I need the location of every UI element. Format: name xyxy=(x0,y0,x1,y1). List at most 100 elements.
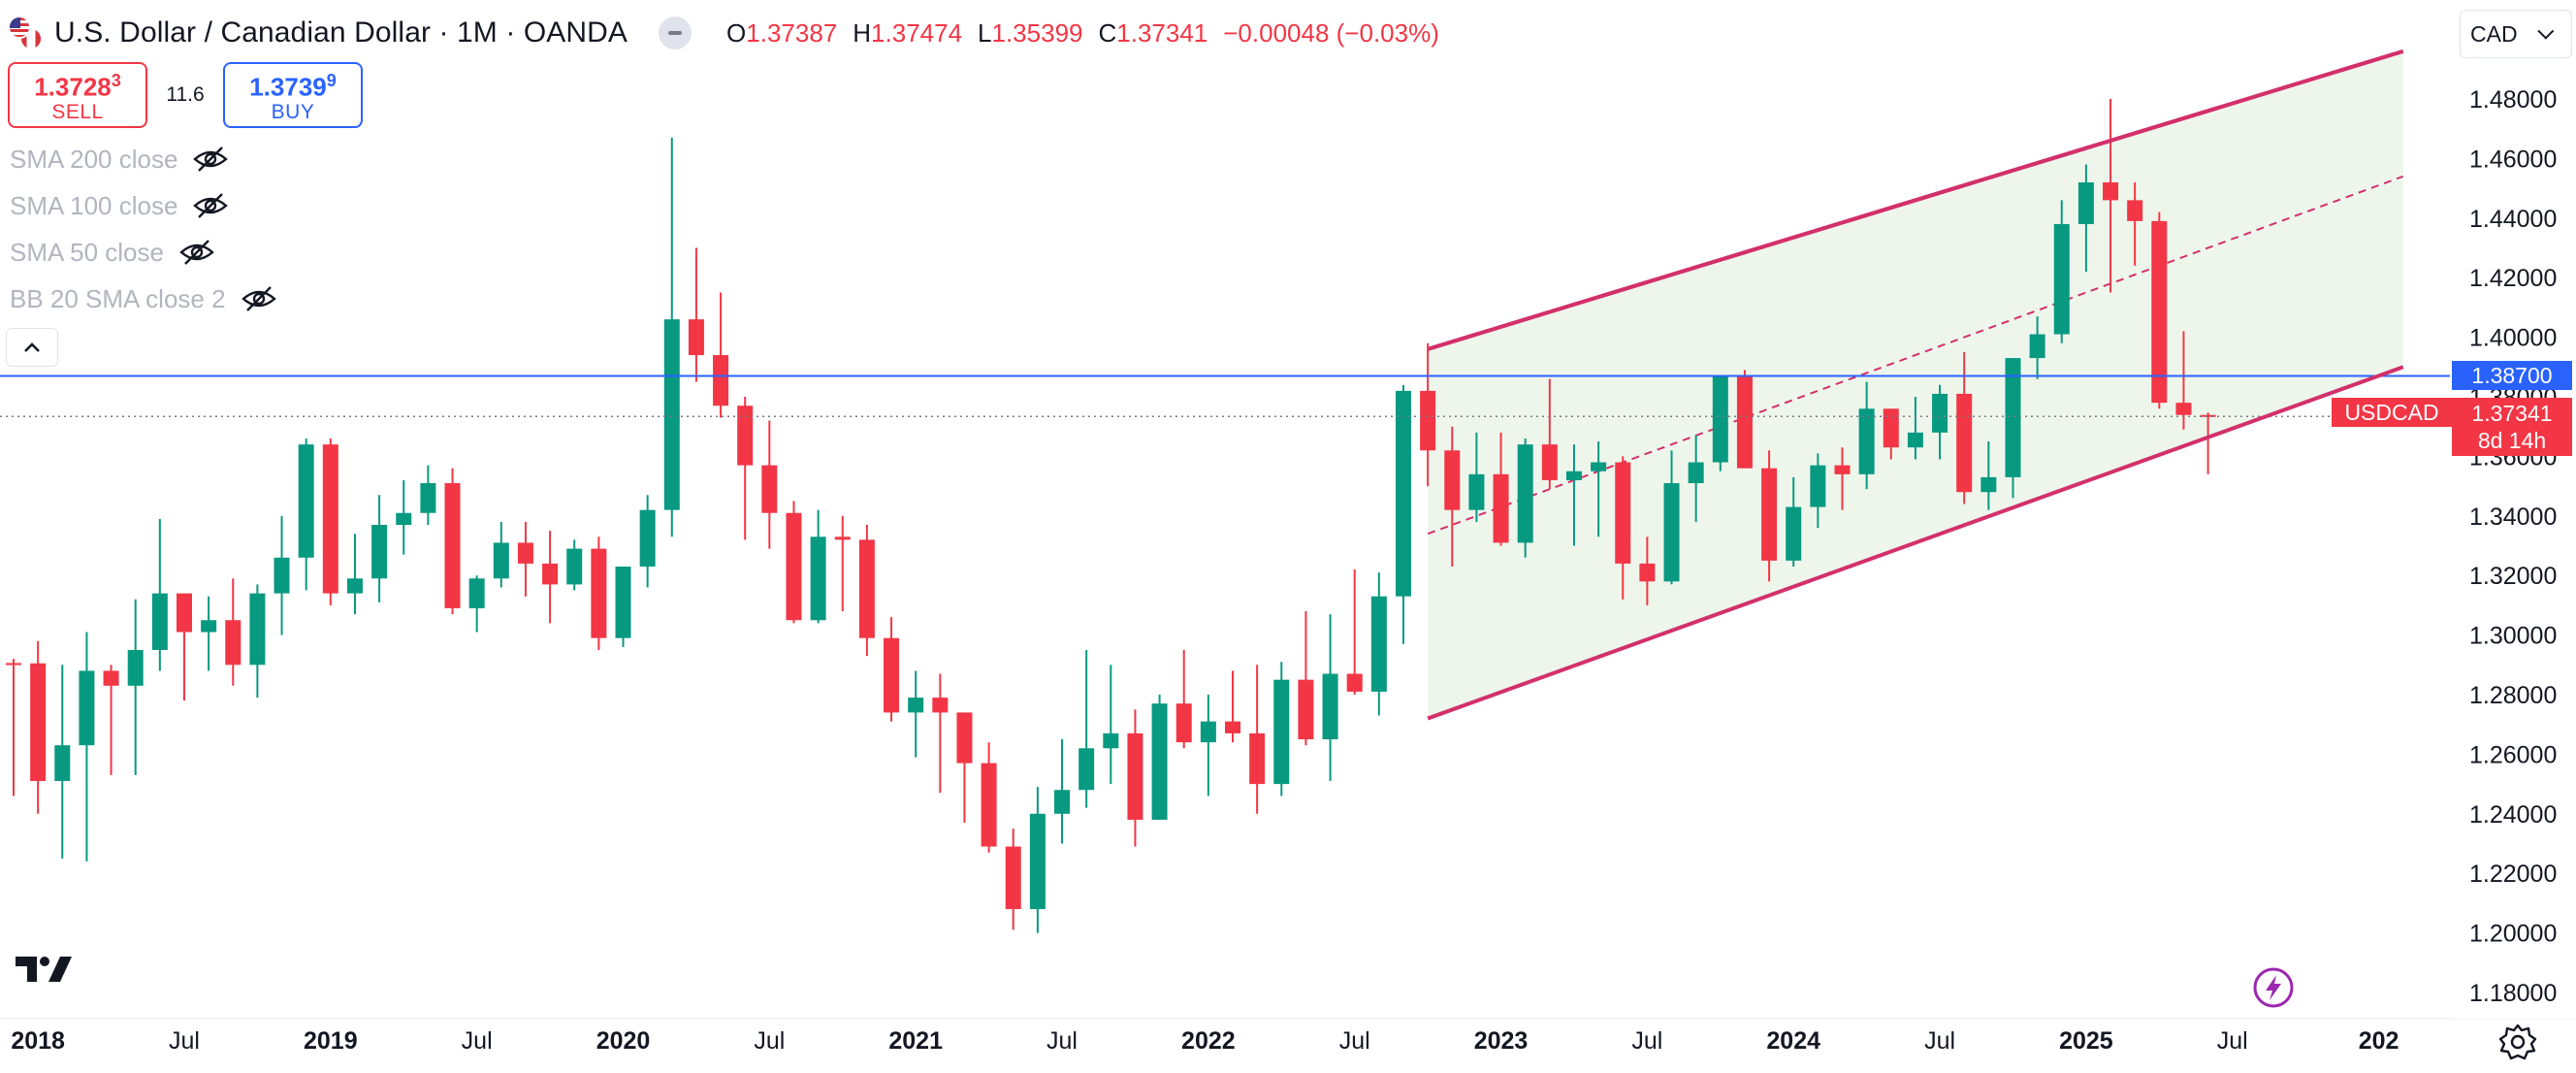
candle-body xyxy=(1225,721,1240,733)
candle-up xyxy=(908,670,924,758)
indicator-sma-50[interactable]: SMA 50 close xyxy=(10,233,216,272)
candle-down xyxy=(225,578,242,686)
candle-body xyxy=(639,509,656,567)
candle-body xyxy=(908,698,924,713)
currency-selector[interactable]: CAD xyxy=(2460,10,2572,58)
price-axis-tick-label: 1.28000 xyxy=(2469,682,2557,709)
candle-body xyxy=(30,663,47,782)
candle-body xyxy=(1468,473,1485,510)
candle-body xyxy=(932,698,949,713)
eye-off-icon[interactable] xyxy=(240,284,278,313)
spread-value: 11.6 xyxy=(166,83,205,106)
candle-up xyxy=(1591,441,1607,537)
gear-icon[interactable] xyxy=(2498,1023,2537,1061)
candle-body xyxy=(2175,403,2192,415)
candle-body xyxy=(1103,732,1119,749)
symbol-title[interactable]: U.S. Dollar / Canadian Dollar · 1M · OAN… xyxy=(54,16,628,49)
candle-up xyxy=(2005,358,2021,499)
candle-body xyxy=(201,620,217,633)
candle-up xyxy=(249,584,266,699)
sell-price-pip: 3 xyxy=(111,70,121,90)
candle-body xyxy=(1273,679,1290,785)
candle-down xyxy=(1834,447,1851,510)
indicator-label: SMA 200 close xyxy=(10,144,178,174)
candle-down xyxy=(30,640,47,814)
candle-body xyxy=(1688,462,1704,484)
price-axis-tick-label: 1.32000 xyxy=(2469,563,2557,590)
candle-body xyxy=(1907,432,1923,448)
buy-button[interactable]: 1.37399 BUY xyxy=(223,62,363,128)
candle-down xyxy=(517,521,533,597)
candle-body xyxy=(371,525,388,579)
candle-down xyxy=(884,617,900,722)
candle-body xyxy=(127,649,144,686)
candle-up xyxy=(371,495,388,602)
candle-up xyxy=(1151,695,1168,820)
candle-body xyxy=(713,355,729,406)
eye-off-icon[interactable] xyxy=(177,238,216,267)
price-axis-tick-label: 1.48000 xyxy=(2469,86,2557,114)
candle-body xyxy=(1249,732,1266,785)
candle-body xyxy=(346,578,363,594)
candle-body xyxy=(1370,596,1387,692)
candle-body xyxy=(1615,462,1631,564)
candle-body xyxy=(1883,408,1899,448)
eye-off-icon[interactable] xyxy=(191,145,230,174)
bar-countdown: 8d 14h xyxy=(2477,428,2547,453)
candle-body xyxy=(1298,679,1314,740)
candle-body xyxy=(151,593,168,650)
candle-up xyxy=(1273,662,1290,797)
candle-up xyxy=(1395,384,1411,644)
indicator-label: BB 20 SMA close 2 xyxy=(10,283,226,313)
candle-up xyxy=(346,534,363,615)
indicator-sma-200[interactable]: SMA 200 close xyxy=(10,140,230,179)
candle-body xyxy=(444,483,461,608)
candle-up xyxy=(151,518,168,671)
candle-body xyxy=(688,319,704,356)
indicator-sma-100[interactable]: SMA 100 close xyxy=(10,186,230,225)
candle-body xyxy=(1127,732,1143,820)
candle-body xyxy=(1834,465,1851,474)
candle-up xyxy=(1980,441,1997,510)
candle-body xyxy=(1517,444,1533,543)
price-axis-tick-label: 1.42000 xyxy=(2469,265,2557,292)
indicator-bollinger-bands[interactable]: BB 20 SMA close 2 xyxy=(10,279,278,318)
candle-body xyxy=(396,512,412,526)
time-axis-tick-label: 2020 xyxy=(596,1027,651,1055)
chevron-down-icon xyxy=(2536,22,2554,40)
candle-body xyxy=(1079,748,1095,791)
candle-up xyxy=(493,521,509,588)
eye-off-icon[interactable] xyxy=(191,191,230,220)
candle-body xyxy=(566,548,583,585)
candle-up xyxy=(810,509,826,624)
candle-body xyxy=(1810,465,1826,507)
market-closed-icon[interactable] xyxy=(659,16,692,49)
time-axis-tick-label: Jul xyxy=(2217,1027,2248,1055)
candle-body xyxy=(2151,220,2168,404)
time-axis-tick-label: 2025 xyxy=(2059,1027,2113,1055)
candle-body xyxy=(1175,703,1192,743)
candle-down xyxy=(322,438,338,605)
candle-up xyxy=(1029,787,1046,933)
candle-down xyxy=(1883,408,1899,460)
time-axis-tick-label: 2018 xyxy=(11,1027,65,1055)
tradingview-logo-icon[interactable] xyxy=(14,955,76,984)
candle-up xyxy=(1370,572,1387,716)
candle-down xyxy=(542,531,559,624)
collapse-legend-button[interactable] xyxy=(6,328,58,367)
candle-body xyxy=(1420,390,1436,451)
candle-down xyxy=(176,593,192,701)
sell-button[interactable]: 1.37283 SELL xyxy=(8,62,147,128)
lightning-icon[interactable] xyxy=(2252,966,2295,1009)
candle-body xyxy=(2077,181,2094,224)
time-axis-tick-label: 202 xyxy=(2359,1027,2399,1055)
candle-body xyxy=(884,637,900,713)
candle-body xyxy=(1932,393,1948,433)
candle-up xyxy=(566,539,583,591)
candle-body xyxy=(1858,408,1875,474)
sell-label: SELL xyxy=(51,101,104,124)
candle-body xyxy=(737,406,754,466)
channel-fill xyxy=(1428,50,2403,719)
candle-down xyxy=(1420,342,1436,487)
